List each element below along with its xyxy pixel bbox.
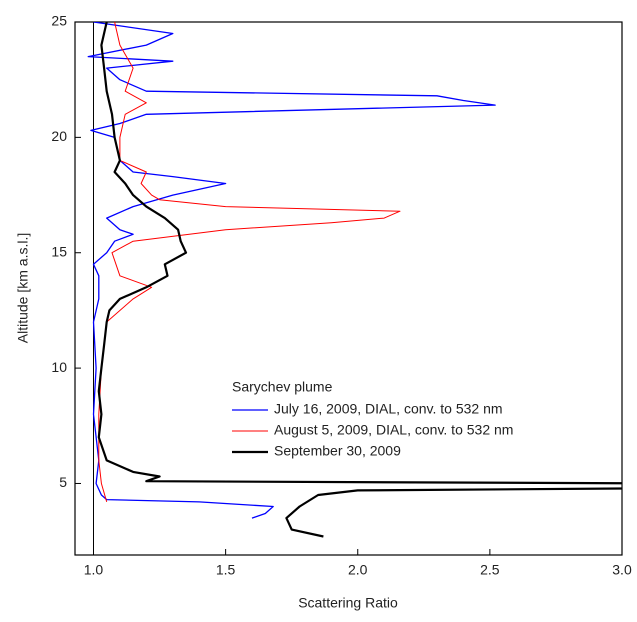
x-tick-label: 2.0 <box>348 562 368 578</box>
y-tick-label: 15 <box>51 243 67 259</box>
legend-title: Sarychev plume <box>232 379 333 395</box>
y-tick-label: 25 <box>51 13 67 29</box>
legend-label: August 5, 2009, DIAL, conv. to 532 nm <box>274 422 513 438</box>
legend-label: July 16, 2009, DIAL, conv. to 532 nm <box>274 401 503 417</box>
series-line <box>87 22 496 519</box>
series-line <box>97 22 622 538</box>
x-tick-label: 1.5 <box>216 562 236 578</box>
y-tick-label: 20 <box>51 128 67 144</box>
x-tick-label: 3.0 <box>612 562 632 578</box>
x-axis-label: Scattering Ratio <box>298 595 398 611</box>
y-tick-label: 10 <box>51 359 67 375</box>
x-tick-label: 2.5 <box>480 562 500 578</box>
y-axis-label: Altitude [km a.s.l.] <box>15 233 31 343</box>
plot-frame <box>74 21 623 556</box>
x-tick-label: 1.0 <box>84 562 104 578</box>
plot-area <box>87 22 622 538</box>
y-tick-label: 5 <box>59 474 67 490</box>
legend-label: September 30, 2009 <box>274 443 401 459</box>
